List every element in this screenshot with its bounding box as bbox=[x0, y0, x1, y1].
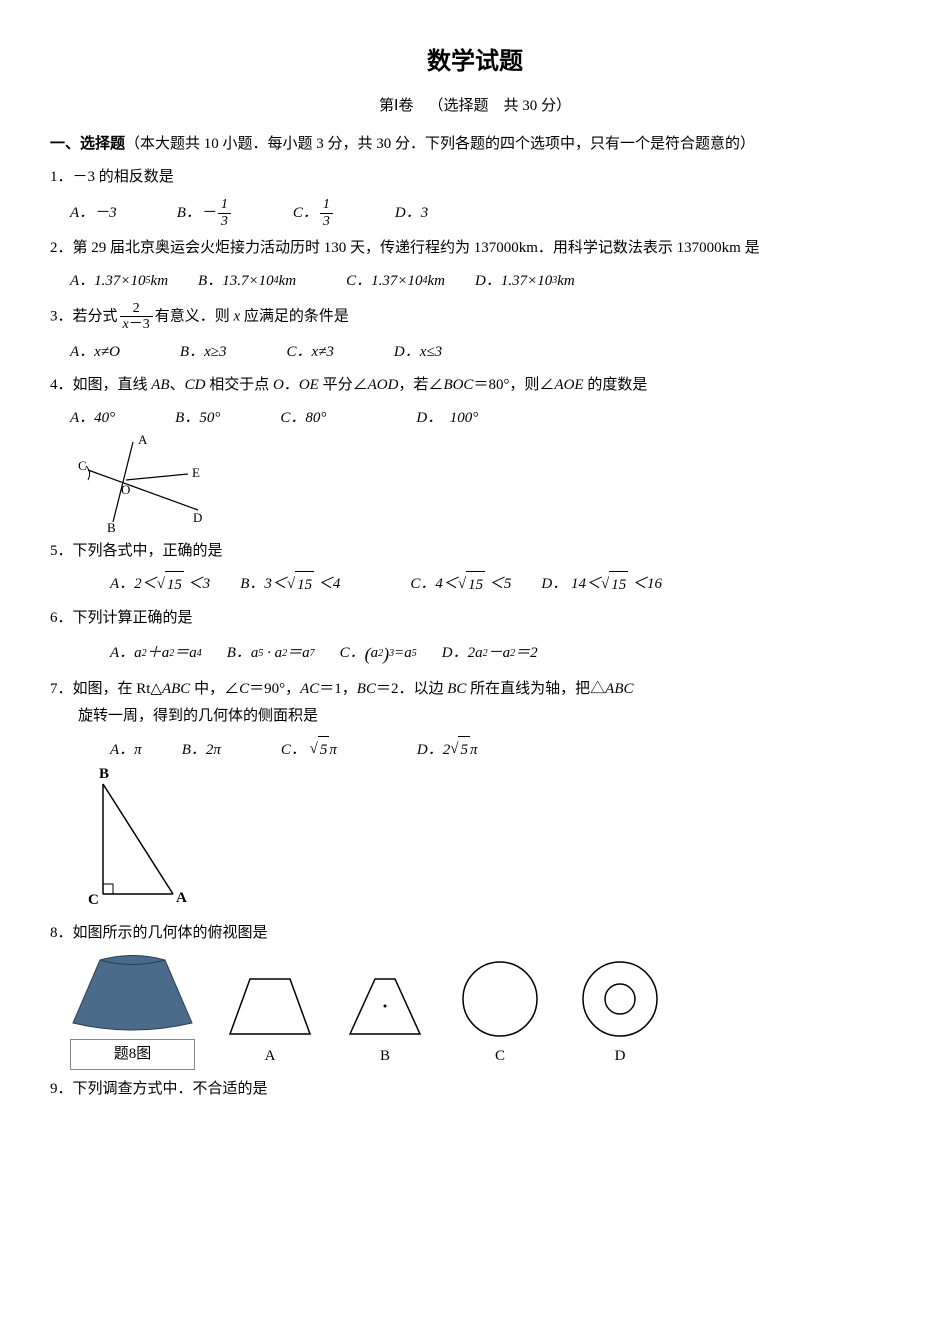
q8-base-label: 题8图 bbox=[70, 1039, 195, 1070]
q6-opt-d: D．2a2－a2＝2 bbox=[442, 638, 538, 670]
q2-options: A．1.37×105km B．13.7×104km C．1.37×104km D… bbox=[70, 268, 900, 295]
section-desc: （本大题共 10 小题．每小题 3 分，共 30 分．下列各题的四个选项中，只有… bbox=[125, 136, 755, 152]
q3-opt-b: B．x≥3 bbox=[180, 339, 227, 366]
page-title: 数学试题 bbox=[50, 40, 900, 83]
q2-opt-b: B．13.7×104km bbox=[198, 268, 296, 295]
fraction: 13 bbox=[320, 197, 333, 229]
q6-opt-c: C．(a2)3 = a5 bbox=[340, 638, 417, 670]
section-1-intro: 一、选择题（本大题共 10 小题．每小题 3 分，共 30 分．下列各题的四个选… bbox=[50, 130, 900, 158]
q7-options: A．π B．2π C． √5π D．2√5π bbox=[110, 736, 900, 764]
svg-text:O: O bbox=[121, 482, 130, 497]
q8-opt-a: A bbox=[225, 974, 315, 1070]
q4-opt-c: C．80° bbox=[280, 405, 326, 432]
question-3: 3．若分式2x－3有意义．则 x 应满足的条件是 bbox=[50, 301, 900, 333]
q4-options: A．40° B．50° C．80° D． 100° bbox=[70, 405, 900, 432]
q8-base-figure: 题8图 bbox=[70, 955, 195, 1070]
q2-opt-c: C．1.37×104km bbox=[346, 268, 445, 295]
q5-opt-b: B．3＜√15 ＜4 bbox=[240, 571, 340, 599]
question-2: 2．第 29 届北京奥运会火炬接力活动历时 130 天，传递行程约为 13700… bbox=[50, 235, 900, 262]
q8-opt-b: B bbox=[345, 974, 425, 1070]
svg-text:E: E bbox=[192, 465, 200, 480]
q8-opt-d: D bbox=[575, 959, 665, 1070]
question-8: 8．如图所示的几何体的俯视图是 bbox=[50, 920, 900, 947]
q2-opt-d: D．1.37×103km bbox=[475, 268, 575, 295]
q5-options: A．2＜√15 ＜3 B．3＜√15 ＜4 C．4＜√15 ＜5 D． 14＜√… bbox=[110, 571, 900, 599]
svg-text:A: A bbox=[138, 432, 148, 447]
q6-opt-a: A．a2＋a2＝a4 bbox=[110, 638, 202, 670]
subtitle: 第Ⅰ卷 （选择题 共 30 分） bbox=[50, 93, 900, 120]
q1-opt-d: D．3 bbox=[395, 197, 428, 229]
q5-opt-c: C．4＜√15 ＜5 bbox=[410, 571, 511, 599]
q4-opt-b: B．50° bbox=[175, 405, 220, 432]
fraction: 13 bbox=[218, 197, 231, 229]
q8-opt-c: C bbox=[455, 959, 545, 1070]
q5-opt-a: A．2＜√15 ＜3 bbox=[110, 571, 210, 599]
q4-opt-a: A．40° bbox=[70, 405, 115, 432]
q5-opt-d: D． 14＜√15 ＜16 bbox=[541, 571, 662, 599]
q1-opt-a: A．－3 bbox=[70, 197, 117, 229]
subtitle-part: 第Ⅰ卷 bbox=[379, 98, 413, 114]
q7-opt-d: D．2√5π bbox=[417, 736, 478, 764]
q3-opt-c: C．x≠3 bbox=[287, 339, 334, 366]
q7-opt-c: C． √5π bbox=[281, 736, 337, 764]
q1-options: A．－3 B．－13 C．13 D．3 bbox=[70, 197, 900, 229]
svg-text:C: C bbox=[88, 892, 99, 908]
svg-text:C: C bbox=[78, 458, 87, 473]
q6-opt-b: B．a5 · a2＝a7 bbox=[227, 638, 315, 670]
question-1: 1．－3 的相反数是 bbox=[50, 164, 900, 191]
q7-opt-a: A．π bbox=[110, 736, 142, 764]
svg-text:B: B bbox=[99, 766, 109, 782]
figure-q7: B C A bbox=[78, 764, 900, 914]
q2-opt-a: A．1.37×105km bbox=[70, 268, 168, 295]
section-head: 一、选择题 bbox=[50, 135, 125, 152]
question-5: 5．下列各式中，正确的是 bbox=[50, 538, 900, 565]
svg-text:A: A bbox=[176, 890, 187, 906]
svg-text:D: D bbox=[193, 510, 202, 525]
q7-line2: 旋转一周，得到的几何体的侧面积是 bbox=[78, 703, 900, 730]
q3-opt-d: D．x≤3 bbox=[394, 339, 442, 366]
subtitle-desc: （选择题 共 30 分） bbox=[428, 98, 571, 114]
q6-options: A．a2＋a2＝a4 B．a5 · a2＝a7 C．(a2)3 = a5 D．2… bbox=[110, 638, 900, 670]
q4-opt-d: D． 100° bbox=[416, 405, 478, 432]
question-4: 4．如图，直线 AB、CD 相交于点 O．OE 平分∠AOD，若∠BOC＝80°… bbox=[50, 372, 900, 399]
question-7: 7．如图，在 Rt△ABC 中，∠C＝90°，AC＝1，BC＝2．以边 BC 所… bbox=[50, 676, 900, 730]
q1-opt-c: C．13 bbox=[293, 197, 335, 229]
q3-options: A．x≠O B．x≥3 C．x≠3 D．x≤3 bbox=[70, 339, 900, 366]
figure-q4: A C E O D B bbox=[78, 432, 900, 532]
q7-opt-b: B．2π bbox=[182, 736, 221, 764]
q8-figure-row: 题8图 A B C D bbox=[70, 955, 900, 1070]
q1-opt-b: B．－13 bbox=[177, 197, 233, 229]
fraction: 2x－3 bbox=[120, 301, 153, 333]
question-6: 6．下列计算正确的是 bbox=[50, 605, 900, 632]
svg-text:B: B bbox=[107, 520, 116, 532]
question-9: 9．下列调查方式中．不合适的是 bbox=[50, 1076, 900, 1103]
q3-opt-a: A．x≠O bbox=[70, 339, 120, 366]
